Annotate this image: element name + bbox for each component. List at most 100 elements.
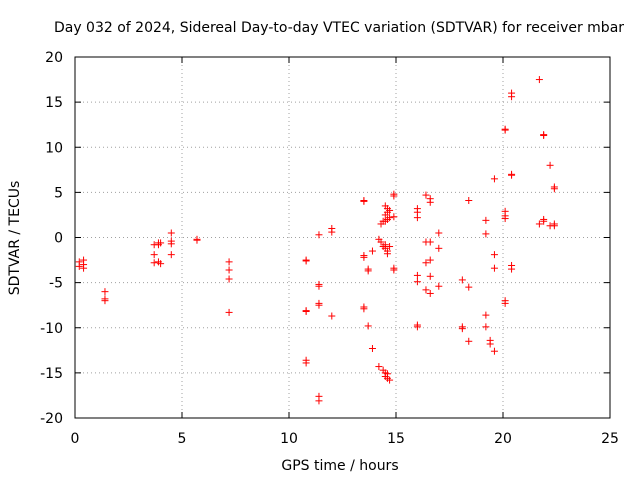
- data-point: [360, 305, 368, 313]
- data-point: [508, 265, 516, 273]
- data-point: [413, 271, 421, 279]
- data-point: [422, 191, 430, 199]
- data-point: [315, 231, 323, 239]
- data-point: [101, 297, 109, 305]
- data-point: [386, 376, 394, 384]
- data-point: [75, 262, 83, 270]
- data-point: [328, 224, 336, 232]
- data-point: [482, 216, 490, 224]
- data-point: [368, 247, 376, 255]
- data-point: [426, 198, 434, 206]
- data-point: [167, 251, 175, 259]
- data-point: [383, 250, 391, 258]
- data-point: [167, 240, 175, 248]
- data-point: [465, 196, 473, 204]
- data-point: [413, 278, 421, 286]
- data-point: [150, 259, 158, 267]
- data-point: [490, 347, 498, 355]
- x-tick-label: 0: [71, 431, 80, 447]
- data-point: [302, 359, 310, 367]
- x-tick-label: 25: [601, 431, 619, 447]
- data-point: [422, 286, 430, 294]
- data-point: [364, 322, 372, 330]
- data-point: [328, 312, 336, 320]
- data-point: [150, 251, 158, 259]
- data-point: [435, 244, 443, 252]
- data-point: [101, 288, 109, 296]
- data-point: [465, 283, 473, 291]
- data-point: [550, 222, 558, 230]
- data-point: [225, 266, 233, 274]
- data-point: [375, 363, 383, 371]
- data-point: [546, 161, 554, 169]
- data-point: [302, 257, 310, 265]
- y-axis-label: SDTVAR / TECUs: [7, 181, 23, 296]
- x-axis-label: GPS time / hours: [281, 458, 398, 474]
- data-point: [390, 266, 398, 274]
- data-point: [413, 214, 421, 222]
- data-point: [225, 258, 233, 266]
- x-tick-label: 15: [387, 431, 405, 447]
- data-point: [501, 299, 509, 307]
- data-point: [435, 282, 443, 290]
- data-point: [386, 243, 394, 251]
- data-points: [75, 76, 558, 405]
- y-tick-label: -20: [40, 411, 63, 427]
- data-point: [422, 259, 430, 267]
- data-point: [413, 323, 421, 331]
- data-point: [386, 206, 394, 214]
- data-point: [490, 264, 498, 272]
- data-point: [535, 220, 543, 228]
- y-tick-label: 0: [54, 231, 63, 247]
- y-tick-label: 15: [45, 95, 63, 111]
- data-point: [535, 76, 543, 84]
- data-point: [482, 230, 490, 238]
- data-point: [501, 126, 509, 134]
- y-tick-label: -10: [40, 321, 63, 337]
- grid: [75, 57, 610, 418]
- data-point: [458, 276, 466, 284]
- data-point: [390, 213, 398, 221]
- y-tick-label: -15: [40, 366, 63, 382]
- data-point: [193, 236, 201, 244]
- data-point: [315, 282, 323, 290]
- y-tick-label: 5: [54, 185, 63, 201]
- data-point: [368, 345, 376, 353]
- data-point: [426, 238, 434, 246]
- data-point: [426, 272, 434, 280]
- y-tick-label: -5: [49, 276, 63, 292]
- data-point: [302, 308, 310, 316]
- data-point: [508, 93, 516, 101]
- data-point: [482, 311, 490, 319]
- data-point: [80, 264, 88, 272]
- data-point: [315, 397, 323, 405]
- data-point: [490, 175, 498, 183]
- data-point: [377, 238, 385, 246]
- data-point: [157, 239, 165, 247]
- chart-title: Day 032 of 2024, Sidereal Day-to-day VTE…: [54, 20, 624, 36]
- data-point: [225, 308, 233, 316]
- data-point: [390, 190, 398, 198]
- data-point: [540, 132, 548, 140]
- data-point: [465, 337, 473, 345]
- data-point: [364, 267, 372, 275]
- data-point: [426, 289, 434, 297]
- y-tick-label: 10: [45, 140, 63, 156]
- data-point: [458, 325, 466, 333]
- y-tick-label: 20: [45, 50, 63, 66]
- x-tick-label: 20: [494, 431, 512, 447]
- data-point: [508, 171, 516, 179]
- x-tick-label: 10: [280, 431, 298, 447]
- data-point: [435, 229, 443, 237]
- data-point: [490, 251, 498, 259]
- data-point: [550, 185, 558, 193]
- data-point: [482, 323, 490, 331]
- data-point: [540, 217, 548, 225]
- data-point: [157, 260, 165, 268]
- data-point: [501, 215, 509, 223]
- data-point: [426, 256, 434, 264]
- x-tick-label: 5: [178, 431, 187, 447]
- data-point: [360, 253, 368, 261]
